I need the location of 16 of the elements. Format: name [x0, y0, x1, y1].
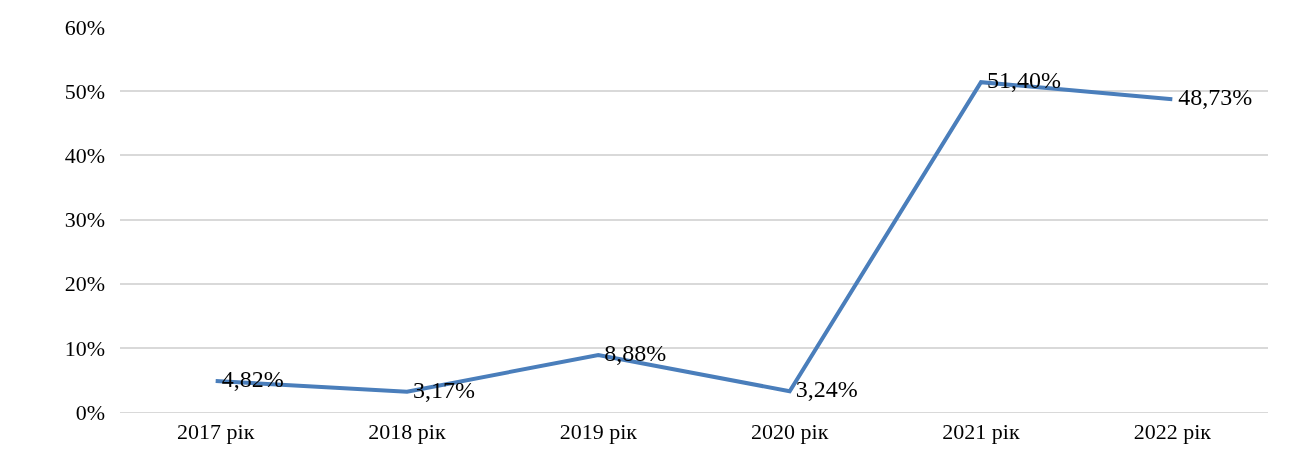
y-tick-label: 60% [64, 14, 105, 40]
data-label: 8,88% [598, 340, 667, 367]
y-tick-label: 40% [64, 143, 105, 169]
data-label: 3,24% [789, 376, 858, 403]
y-tick-label: 50% [64, 78, 105, 104]
x-tick-label: 2020 рік [751, 419, 829, 445]
data-label: 48,73% [1172, 84, 1253, 111]
x-tick-label: 2022 рік [1133, 419, 1212, 445]
y-tick-label: 30% [64, 207, 105, 233]
x-tick-label: 2018 рік [368, 419, 446, 445]
y-tick-label: 0% [75, 399, 105, 425]
x-tick-label: 2019 рік [559, 419, 638, 445]
x-tick-label: 2021 рік [942, 419, 1020, 445]
x-tick-label: 2017 рік [177, 419, 255, 445]
y-tick-label: 20% [64, 271, 105, 297]
y-tick-label: 10% [64, 335, 105, 361]
